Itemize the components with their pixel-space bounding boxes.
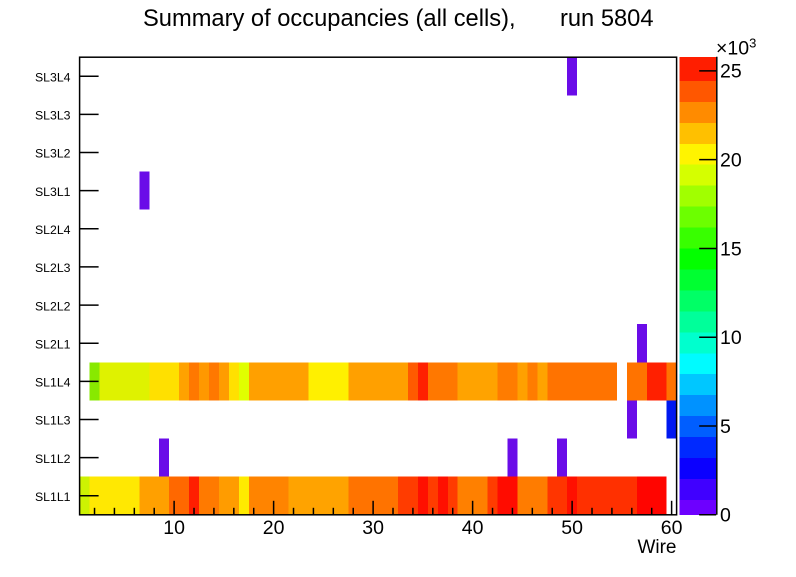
svg-text:Summary of occupancies (all ce: Summary of occupancies (all cells), bbox=[143, 6, 516, 32]
svg-text:20: 20 bbox=[720, 149, 742, 171]
svg-text:SL3L4: SL3L4 bbox=[35, 70, 71, 84]
svg-text:40: 40 bbox=[462, 517, 484, 539]
svg-text:SL3L1: SL3L1 bbox=[35, 185, 71, 199]
svg-text:SL2L4: SL2L4 bbox=[35, 223, 71, 237]
svg-text:50: 50 bbox=[561, 517, 583, 539]
svg-text:5: 5 bbox=[720, 416, 731, 438]
svg-text:15: 15 bbox=[720, 238, 742, 260]
svg-text:60: 60 bbox=[661, 517, 683, 539]
svg-text:20: 20 bbox=[263, 517, 285, 539]
svg-text:SL1L1: SL1L1 bbox=[35, 490, 71, 504]
svg-text:SL3L3: SL3L3 bbox=[35, 109, 71, 123]
svg-text:SL2L3: SL2L3 bbox=[35, 261, 71, 275]
svg-text:run 5804: run 5804 bbox=[560, 6, 654, 32]
svg-text:SL2L2: SL2L2 bbox=[35, 299, 71, 313]
svg-text:SL1L3: SL1L3 bbox=[35, 414, 71, 428]
svg-text:SL1L4: SL1L4 bbox=[35, 376, 71, 390]
svg-text:25: 25 bbox=[720, 61, 742, 83]
svg-text:Wire: Wire bbox=[637, 537, 676, 558]
svg-text:10: 10 bbox=[163, 517, 185, 539]
svg-text:10: 10 bbox=[720, 327, 742, 349]
svg-text:0: 0 bbox=[720, 505, 731, 527]
svg-text:SL2L1: SL2L1 bbox=[35, 337, 71, 351]
svg-text:SL1L2: SL1L2 bbox=[35, 452, 71, 466]
svg-text:30: 30 bbox=[362, 517, 384, 539]
svg-text:SL3L2: SL3L2 bbox=[35, 147, 71, 161]
